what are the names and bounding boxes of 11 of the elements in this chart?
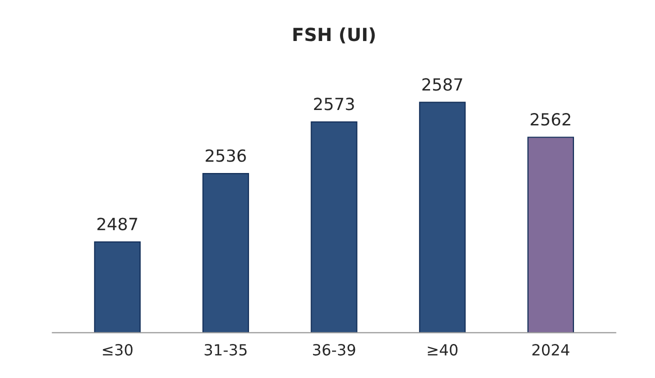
- data-label: 2587: [422, 78, 462, 91]
- x-tick-label: 36-39: [313, 344, 356, 356]
- data-label: 2562: [530, 113, 570, 126]
- data-label: 2487: [97, 218, 138, 230]
- x-tick-label: 31-35: [204, 344, 247, 356]
- x-tick-label: ≥40: [428, 344, 458, 356]
- data-label: 2573: [314, 98, 354, 110]
- chart-title: FSH (UI): [293, 27, 375, 44]
- x-tick-label: 2024: [532, 344, 570, 356]
- data-label: 2536: [206, 149, 246, 162]
- x-tick-label: ≤30: [102, 344, 132, 356]
